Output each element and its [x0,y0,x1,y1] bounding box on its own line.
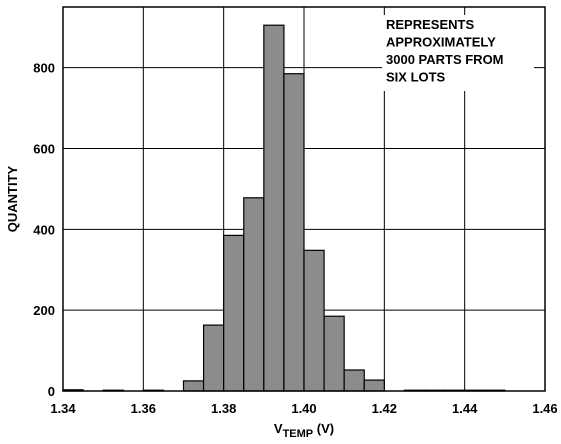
y-tick-label: 600 [33,141,55,156]
histogram-bar [223,234,245,392]
annotation-line-2: APPROXIMATELY [386,35,496,50]
histogram-bars [62,24,506,392]
histogram-bar [343,369,365,392]
histogram-bar [202,324,225,392]
annotation-line-3: 3000 PARTS FROM [386,52,504,67]
histogram-bar [243,197,265,392]
y-tick-label: 0 [48,384,55,399]
x-axis-title-subscript: TEMP [283,428,314,440]
histogram-bar [263,24,285,392]
x-tick-label: 1.46 [532,401,557,416]
annotation-line-4: SIX LOTS [386,70,446,85]
x-tick-label: 1.34 [50,401,76,416]
histogram-bar [283,73,305,392]
histogram-bar [182,380,205,392]
y-tick-label: 200 [33,303,55,318]
x-tick-label: 1.44 [452,401,478,416]
x-axis-title-main: V [274,421,283,436]
y-axis-title: QUANTITY [5,165,20,232]
x-tick-label: 1.36 [131,401,156,416]
y-tick-label: 800 [33,61,55,76]
y-tick-labels: 0 200 400 600 800 [33,61,55,399]
annotation-line-1: REPRESENTS [386,17,474,32]
x-axis-title: VTEMP (V) [274,421,334,440]
x-tick-label: 1.40 [291,401,316,416]
x-tick-label: 1.38 [211,401,236,416]
histogram-bar [303,249,325,392]
histogram-bar [363,379,385,392]
x-axis-title-unit: (V) [313,421,334,436]
annotation-background [382,15,534,91]
x-tick-label: 1.42 [372,401,397,416]
plot-frame [62,6,546,392]
y-tick-label: 400 [33,222,55,237]
x-tick-labels: 1.34 1.36 1.38 1.40 1.42 1.44 1.46 [50,401,557,416]
histogram-bar [323,315,345,392]
annotation-box: REPRESENTS APPROXIMATELY 3000 PARTS FROM… [382,15,534,91]
